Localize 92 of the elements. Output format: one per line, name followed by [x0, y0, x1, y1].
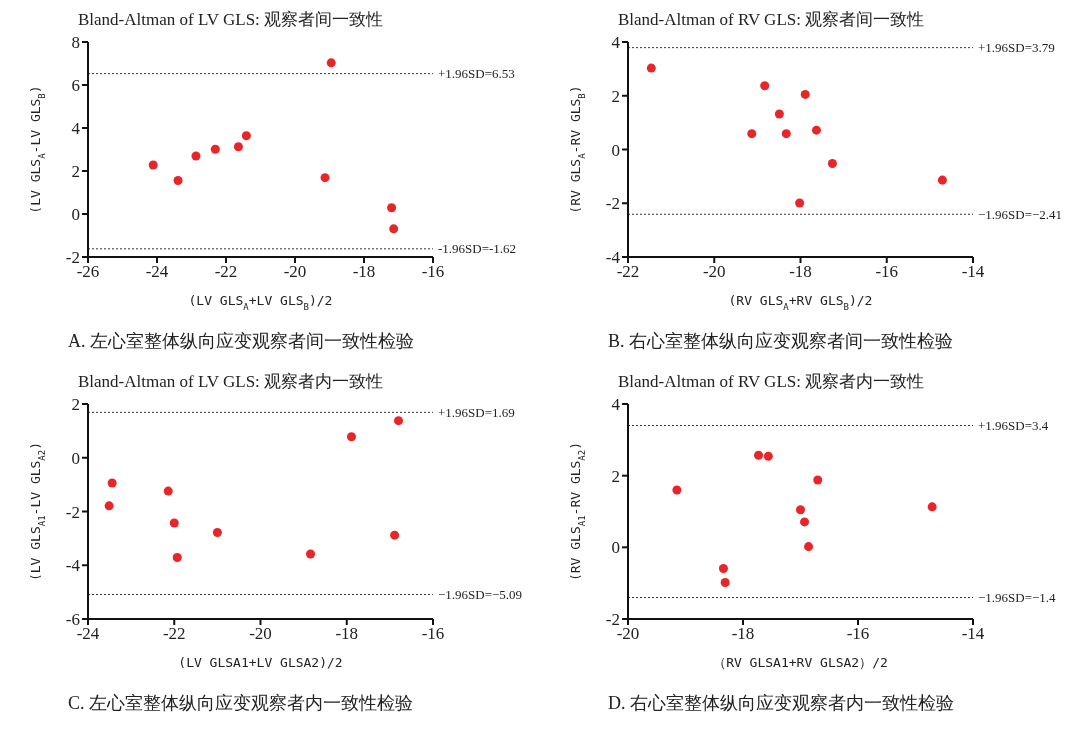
- ref-line-label: +1.96SD=1.69: [438, 404, 515, 420]
- x-axis-title: (LV GLS$_{A}$+LV GLS$_{B}$)/2: [188, 293, 333, 312]
- y-tick-label: 0: [611, 538, 620, 558]
- y-tick-label: 0: [71, 448, 80, 468]
- x-tick-label: -20: [283, 262, 307, 282]
- point: [191, 151, 201, 161]
- x-tick-label: -20: [249, 624, 272, 644]
- point: [241, 131, 251, 141]
- point: [163, 486, 173, 496]
- point: [210, 144, 220, 154]
- x-tick-label: -18: [789, 262, 812, 282]
- text: C. 左心室整体纵向应变观察者内一致性检验: [67, 692, 414, 715]
- point: [326, 58, 336, 68]
- y-tick-label: 6: [71, 76, 80, 96]
- point: [827, 158, 837, 168]
- x-tick-label: -20: [702, 262, 726, 282]
- x-tick-label: -14: [961, 624, 985, 644]
- point: [346, 432, 357, 442]
- x-tick-label: -22: [214, 262, 238, 282]
- x-tick-label: -18: [731, 624, 755, 644]
- x-tick-label: -16: [421, 262, 445, 282]
- ref-line-label: +1.96SD=3.4: [978, 418, 1049, 434]
- y-tick-label: 2: [611, 466, 620, 486]
- chart-title: Bland-Altman of RV GLS: 观察者间一致性: [617, 9, 926, 31]
- point: [774, 109, 784, 119]
- point: [169, 518, 179, 528]
- point: [800, 89, 810, 99]
- y-tick-label: -4: [65, 556, 81, 576]
- point: [813, 475, 823, 485]
- y-tick-label: 2: [611, 86, 620, 106]
- point: [148, 160, 158, 170]
- point: [387, 203, 397, 213]
- x-tick-label: -18: [335, 624, 359, 644]
- x-tick-label: -16: [421, 624, 445, 644]
- point: [672, 485, 682, 495]
- point: [389, 224, 399, 234]
- point: [760, 81, 770, 91]
- point: [927, 502, 937, 512]
- x-tick-label: -18: [352, 262, 376, 282]
- y-tick-label: -2: [65, 502, 80, 522]
- y-tick-label: 2: [71, 162, 80, 182]
- point: [811, 125, 821, 135]
- point: [172, 552, 182, 562]
- ref-line-label: -1.96SD=-1.62: [438, 241, 517, 257]
- text: B. 右心室整体纵向应变观察者间一致性检验: [607, 330, 954, 353]
- y-tick-label: 4: [611, 33, 621, 53]
- point: [718, 563, 728, 573]
- point: [781, 129, 791, 139]
- y-tick-label: 8: [71, 33, 80, 53]
- x-tick-label: -14: [961, 262, 985, 282]
- point: [937, 175, 947, 185]
- point: [173, 175, 183, 185]
- chart-title: Bland-Altman of LV GLS: 观察者内一致性: [77, 371, 385, 393]
- point: [720, 577, 730, 587]
- x-axis-title: （RV GLSA1+RV GLSA2）/2: [713, 655, 888, 670]
- ref-line-label: −1.96SD=−5.09: [438, 587, 523, 603]
- x-tick-label: -24: [145, 262, 169, 282]
- x-axis-title: (LV GLSA1+LV GLSA2)/2: [178, 655, 343, 670]
- ref-line-label: −1.96SD=−2.41: [978, 206, 1063, 222]
- point: [747, 129, 757, 139]
- text: A. 左心室整体纵向应变观察者间一致性检验: [67, 330, 415, 353]
- point: [104, 501, 114, 511]
- point: [646, 63, 656, 73]
- point: [804, 542, 814, 552]
- y-tick-label: 4: [71, 119, 81, 139]
- point: [306, 549, 316, 559]
- point: [320, 173, 330, 183]
- ref-line-label: −1.96SD=−1.4: [978, 590, 1057, 606]
- x-tick-label: -16: [846, 624, 870, 644]
- point: [233, 142, 243, 152]
- point: [393, 416, 404, 426]
- point: [795, 198, 805, 208]
- point: [795, 505, 806, 515]
- point: [754, 450, 764, 460]
- ref-line-label: +1.96SD=6.53: [438, 66, 515, 82]
- text: D. 右心室整体纵向应变观察者内一致性检验: [607, 692, 955, 715]
- ref-line-label: +1.96SD=3.79: [978, 40, 1055, 56]
- chart-title: Bland-Altman of RV GLS: 观察者内一致性: [617, 371, 926, 393]
- y-tick-label: -2: [605, 194, 620, 214]
- y-tick-label: 2: [71, 395, 80, 415]
- x-tick-label: -16: [875, 262, 899, 282]
- x-tick-label: -22: [162, 624, 186, 644]
- chart-title: Bland-Altman of LV GLS: 观察者间一致性: [77, 9, 385, 31]
- point: [390, 530, 400, 540]
- y-tick-label: 0: [71, 205, 80, 225]
- point: [107, 478, 117, 488]
- y-tick-label: 4: [611, 395, 621, 415]
- point: [212, 527, 222, 537]
- x-axis-title: (RV GLS$_{A}$+RV GLS$_{B}$)/2: [728, 293, 873, 312]
- y-tick-label: 0: [611, 140, 620, 160]
- point: [763, 451, 773, 461]
- point: [800, 517, 810, 527]
